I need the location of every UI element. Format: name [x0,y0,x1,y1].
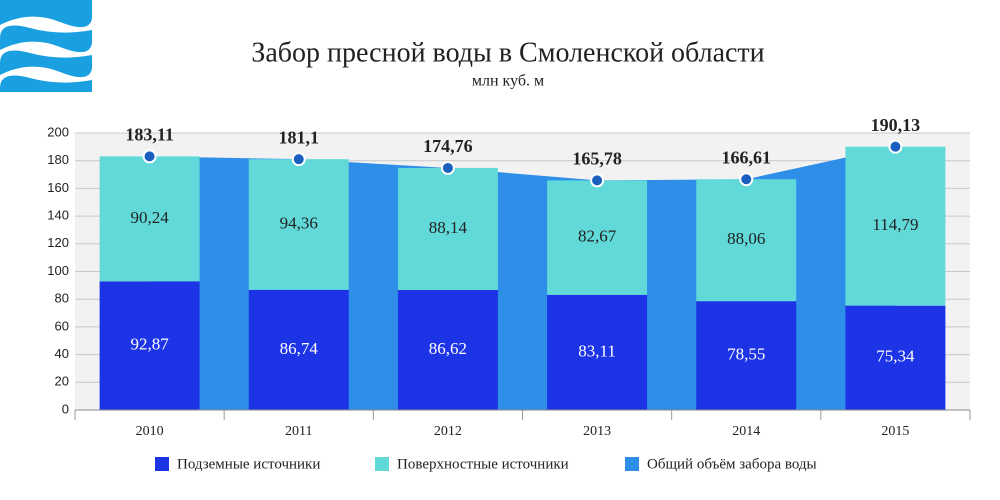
value-label: 90,24 [130,208,169,227]
x-tick-label: 2010 [136,424,164,439]
legend-label: Поверхностные источники [397,456,569,472]
y-tick-label: 100 [47,263,69,278]
bar-segment [547,180,648,295]
total-marker [590,173,605,188]
y-tick-label: 60 [55,318,69,333]
y-tick-label: 120 [47,235,69,250]
total-label: 183,11 [125,125,174,145]
y-tick-label: 160 [47,180,69,195]
total-label: 174,76 [423,136,473,156]
total-marker [440,160,455,175]
x-tick-label: 2012 [434,424,462,439]
total-marker [739,172,754,187]
value-label: 86,74 [280,339,319,358]
bar-segment [845,305,946,410]
value-label: 88,14 [429,218,468,237]
x-tick-label: 2011 [285,424,312,439]
y-tick-label: 140 [47,208,69,223]
value-label: 78,55 [727,345,765,364]
value-label: 94,36 [280,213,318,232]
bar-segment [99,281,200,410]
total-label: 181,1 [279,127,320,147]
legend-swatch [375,457,389,471]
x-tick-label: 2014 [732,424,760,439]
chart-subtitle: млн куб. м [472,73,544,90]
value-label: 86,62 [429,339,467,358]
y-tick-label: 0 [62,401,69,416]
total-label: 190,13 [871,115,921,135]
y-tick-label: 180 [47,152,69,167]
y-tick-label: 40 [55,346,69,361]
y-tick-label: 20 [55,374,69,389]
y-tick-label: 200 [47,124,69,139]
legend-label: Подземные источники [177,456,320,472]
bar-segment [547,294,648,410]
x-tick-label: 2013 [583,424,611,439]
bar-segment [696,179,797,302]
total-marker [291,152,306,167]
bar-segment [397,290,498,410]
total-marker [888,139,903,154]
bar-segment [248,289,349,410]
value-label: 114,79 [872,215,918,234]
value-label: 92,87 [130,335,169,354]
chart-title: Забор пресной воды в Смоленской области [251,37,764,68]
bar-segment [845,146,946,306]
bar-segment [99,156,200,282]
x-tick-label: 2015 [881,424,909,439]
total-label: 166,61 [722,147,772,167]
value-label: 83,11 [578,341,616,360]
logo [0,0,92,92]
legend-swatch [155,457,169,471]
value-label: 88,06 [727,229,765,248]
total-label: 165,78 [572,149,622,169]
value-label: 75,34 [876,347,915,366]
bar-segment [248,159,349,290]
legend-label: Общий объём забора воды [647,456,817,472]
value-label: 82,67 [578,227,617,246]
y-tick-label: 80 [55,291,69,306]
bar-segment [397,167,498,291]
legend-swatch [625,457,639,471]
bar-segment [696,301,797,410]
total-marker [142,149,157,164]
